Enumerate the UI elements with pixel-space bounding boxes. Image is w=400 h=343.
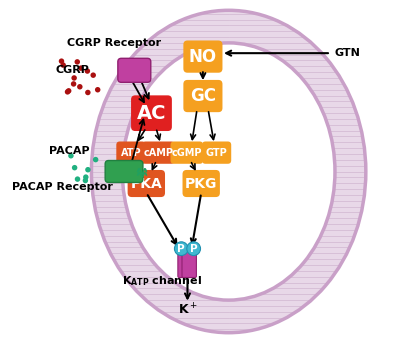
Circle shape bbox=[71, 81, 76, 87]
Text: K$^+$: K$^+$ bbox=[178, 303, 198, 318]
FancyBboxPatch shape bbox=[202, 141, 231, 164]
FancyBboxPatch shape bbox=[182, 170, 220, 197]
Text: CGRP: CGRP bbox=[56, 65, 90, 75]
FancyBboxPatch shape bbox=[178, 247, 192, 277]
FancyBboxPatch shape bbox=[105, 161, 143, 182]
FancyBboxPatch shape bbox=[128, 170, 165, 197]
Circle shape bbox=[78, 66, 84, 71]
Circle shape bbox=[85, 167, 91, 173]
Text: PKA: PKA bbox=[130, 177, 162, 190]
FancyBboxPatch shape bbox=[131, 95, 172, 131]
Text: NO: NO bbox=[189, 48, 217, 66]
Circle shape bbox=[90, 72, 96, 78]
FancyBboxPatch shape bbox=[170, 141, 203, 164]
Circle shape bbox=[74, 59, 80, 64]
Circle shape bbox=[83, 174, 88, 180]
Circle shape bbox=[83, 178, 88, 183]
Text: P: P bbox=[178, 244, 185, 254]
FancyBboxPatch shape bbox=[183, 80, 222, 112]
Text: GTP: GTP bbox=[206, 147, 228, 158]
Circle shape bbox=[187, 242, 200, 256]
Text: K$_{\mathregular{ATP}}$ channel: K$_{\mathregular{ATP}}$ channel bbox=[122, 274, 202, 288]
FancyBboxPatch shape bbox=[116, 141, 146, 164]
Circle shape bbox=[85, 90, 90, 95]
Text: AC: AC bbox=[137, 104, 166, 123]
Circle shape bbox=[93, 157, 98, 162]
Text: PKG: PKG bbox=[185, 177, 217, 190]
Circle shape bbox=[60, 62, 66, 68]
Circle shape bbox=[65, 89, 70, 95]
Text: P: P bbox=[190, 244, 198, 254]
Text: CGRP Receptor: CGRP Receptor bbox=[67, 38, 161, 48]
Circle shape bbox=[174, 242, 188, 256]
Text: PACAP Receptor: PACAP Receptor bbox=[12, 182, 113, 192]
Text: ATP: ATP bbox=[120, 147, 141, 158]
Circle shape bbox=[59, 58, 64, 64]
Circle shape bbox=[71, 75, 77, 81]
Text: GC: GC bbox=[190, 87, 216, 105]
Text: GTN: GTN bbox=[335, 48, 361, 58]
Circle shape bbox=[72, 165, 77, 170]
FancyBboxPatch shape bbox=[183, 40, 222, 73]
Ellipse shape bbox=[92, 10, 366, 333]
Ellipse shape bbox=[122, 43, 335, 300]
Circle shape bbox=[85, 68, 90, 74]
Circle shape bbox=[77, 84, 82, 90]
Text: cAMP: cAMP bbox=[143, 147, 173, 158]
Circle shape bbox=[95, 87, 100, 93]
Text: cGMP: cGMP bbox=[172, 147, 202, 158]
Circle shape bbox=[66, 88, 72, 94]
Circle shape bbox=[75, 176, 80, 182]
Circle shape bbox=[68, 153, 74, 158]
FancyBboxPatch shape bbox=[182, 247, 196, 277]
FancyBboxPatch shape bbox=[142, 141, 175, 164]
FancyBboxPatch shape bbox=[118, 58, 151, 82]
Text: PACAP: PACAP bbox=[49, 146, 90, 156]
